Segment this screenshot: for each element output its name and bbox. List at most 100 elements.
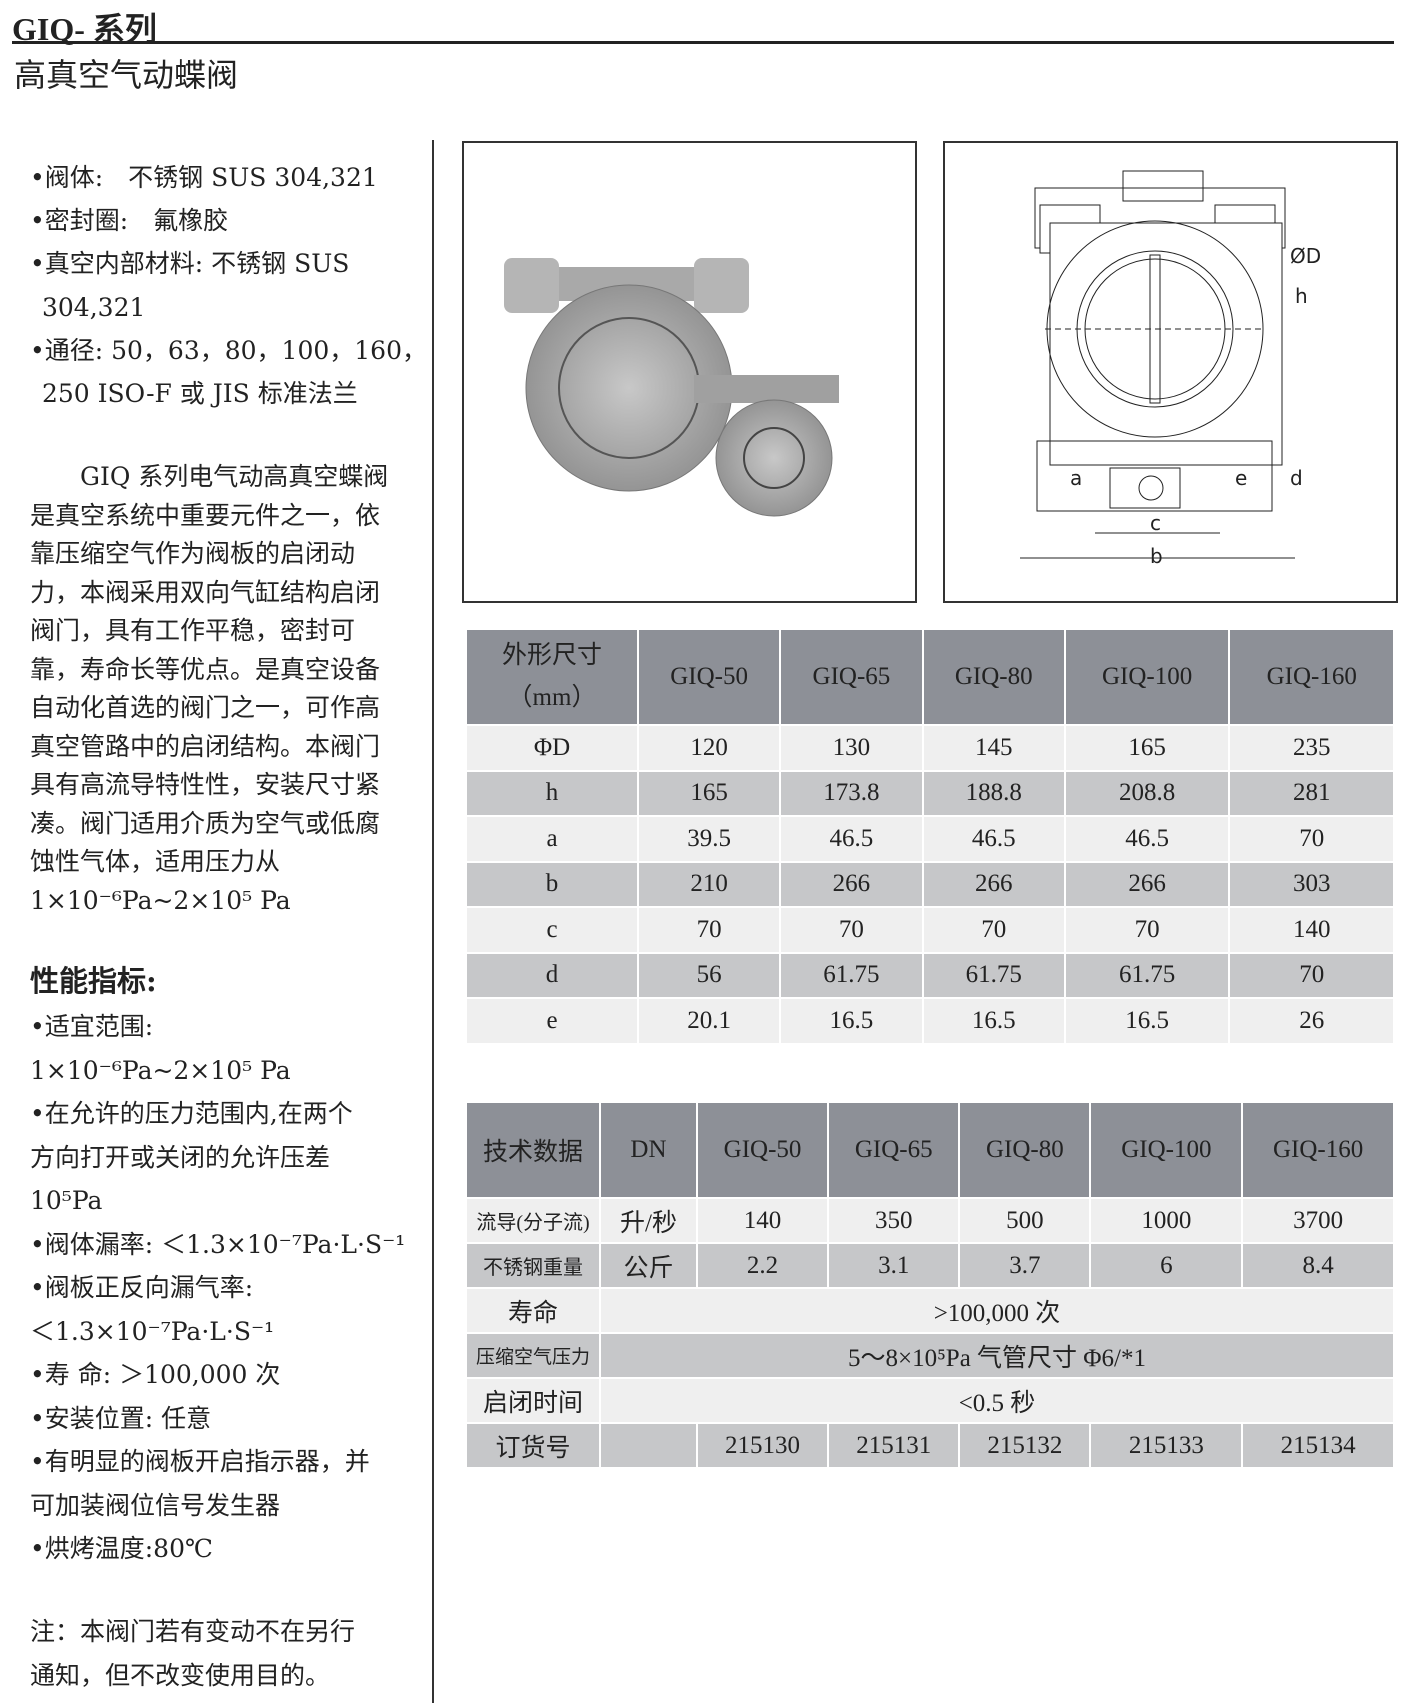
table-cell: 61.75 — [1063, 951, 1231, 999]
label-h: h — [1295, 284, 1308, 308]
product-photo — [462, 141, 917, 603]
table-cell: 281 — [1228, 769, 1395, 817]
table-cell: 5～8×10⁵Pa 气管尺寸 Φ6/*1 — [599, 1332, 1395, 1379]
performance-item: •阀体漏率: ＜1.3×10⁻⁷Pa·L·S⁻¹ — [30, 1229, 406, 1259]
table-cell: 61.75 — [921, 951, 1066, 999]
dimension-labels: ØD h a e d c b — [1070, 244, 1321, 568]
table-cell: 70 — [779, 906, 924, 954]
table-cell: 70 — [921, 906, 1066, 954]
table-row: 流导(分子流) 升/秒 140 350 500 1000 3700 — [465, 1197, 1395, 1244]
table-cell: d — [465, 951, 639, 999]
table-cell: >100,000 次 — [599, 1287, 1395, 1334]
table-cell: 165 — [1063, 724, 1231, 772]
table-cell: 16.5 — [921, 997, 1066, 1045]
model-header: GIQ-160 — [1228, 628, 1395, 726]
performance-item: ＜1.3×10⁻⁷Pa·L·S⁻¹ — [30, 1316, 275, 1346]
spec-line: •真空内部材料: 不锈钢 SUS — [30, 249, 350, 278]
table-cell: 130 — [779, 724, 924, 772]
table-header-row: 外形尺寸 （mm） GIQ-50 GIQ-65 GIQ-80 GIQ-100 GIQ-160 — [465, 628, 1395, 726]
table-cell — [599, 1422, 698, 1469]
table-cell: 16.5 — [1063, 997, 1231, 1045]
model-header: GIQ-50 — [636, 628, 782, 726]
table-cell: 2.2 — [695, 1242, 830, 1289]
label-a: a — [1070, 466, 1082, 490]
table-cell: 8.4 — [1241, 1242, 1395, 1289]
table-row: 不锈钢重量 公斤 2.2 3.1 3.7 6 8.4 — [465, 1242, 1395, 1289]
table-row: h 165 173.8 188.8 208.8 281 — [465, 769, 1395, 817]
table-cell: 266 — [1063, 860, 1231, 908]
table-cell: 70 — [636, 906, 782, 954]
table-row: e 20.1 16.5 16.5 16.5 26 — [465, 997, 1395, 1045]
table-cell: 266 — [779, 860, 924, 908]
table-cell: 公斤 — [599, 1242, 698, 1289]
table-row: 寿命 >100,000 次 — [465, 1287, 1395, 1334]
header-cell: GIQ-100 — [1089, 1101, 1244, 1199]
label-b: b — [1150, 544, 1163, 568]
table-cell: 3700 — [1241, 1197, 1395, 1244]
order-number: 215134 — [1241, 1422, 1395, 1469]
page-title: 高真空气动蝶阀 — [14, 56, 239, 94]
performance-item: •适宜范围: — [30, 1012, 154, 1041]
performance-item: •烘烤温度:80℃ — [30, 1534, 213, 1563]
table-cell: 56 — [636, 951, 782, 999]
label-e: e — [1235, 466, 1247, 490]
table-cell: 启闭时间 — [465, 1377, 601, 1424]
table-cell: 350 — [827, 1197, 961, 1244]
spec-line: •密封圈: 氟橡胶 — [30, 206, 229, 235]
model-header: GIQ-80 — [921, 628, 1066, 726]
table-cell: e — [465, 997, 639, 1045]
table-cell: 210 — [636, 860, 782, 908]
header-cell: DN — [599, 1101, 698, 1199]
table-cell: 70 — [1228, 951, 1395, 999]
model-header: GIQ-100 — [1063, 628, 1231, 726]
performance-item: 1×10⁻⁶Pa~2×10⁵ Pa — [30, 1055, 291, 1085]
table-cell: 流导(分子流) — [465, 1197, 601, 1244]
spec-line: •通径: 50，63，80，100，160， — [30, 336, 427, 365]
table-cell: 120 — [636, 724, 782, 772]
header-cell: GIQ-50 — [695, 1101, 830, 1199]
performance-item: •阀板正反向漏气率: — [30, 1273, 254, 1302]
performance-heading: 性能指标: — [30, 964, 157, 998]
valve-photo-image — [504, 258, 839, 517]
performance-item: •寿 命: ＞100,000 次 — [30, 1360, 281, 1389]
spec-line: 304,321 — [42, 293, 146, 322]
header-cell: GIQ-160 — [1241, 1101, 1395, 1199]
table-cell: 3.1 — [827, 1242, 961, 1289]
order-number: 215130 — [695, 1422, 830, 1469]
table-cell: b — [465, 860, 639, 908]
table-cell: 70 — [1228, 815, 1395, 863]
table-cell: 145 — [921, 724, 1066, 772]
table-row: 压缩空气压力 5～8×10⁵Pa 气管尺寸 Φ6/*1 — [465, 1332, 1395, 1379]
table-cell: <0.5 秒 — [599, 1377, 1395, 1424]
table-cell: ΦD — [465, 724, 639, 772]
table-row: ΦD 120 130 145 165 235 — [465, 724, 1395, 772]
table-cell: c — [465, 906, 639, 954]
label-D: ØD — [1290, 244, 1321, 268]
table-cell: 压缩空气压力 — [465, 1332, 601, 1379]
order-number: 215133 — [1089, 1422, 1244, 1469]
header-cell: 技术数据 — [465, 1101, 601, 1199]
table-cell: 235 — [1228, 724, 1395, 772]
technical-data-table: 技术数据 DN GIQ-50 GIQ-65 GIQ-80 GIQ-100 GIQ-160 流导… — [465, 1101, 1395, 1469]
table-cell: 寿命 — [465, 1287, 601, 1334]
table-cell: 500 — [958, 1197, 1092, 1244]
table-cell: 140 — [695, 1197, 830, 1244]
table-cell: 208.8 — [1063, 769, 1231, 817]
model-header: GIQ-65 — [779, 628, 924, 726]
header-cell: GIQ-80 — [958, 1101, 1092, 1199]
header-cell: 外形尺寸 （mm） — [465, 628, 639, 726]
table-cell: 订货号 — [465, 1422, 601, 1469]
performance-item: •有明显的阀板开启指示器，并 — [30, 1447, 370, 1476]
column-divider — [432, 140, 434, 1703]
table-cell: 不锈钢重量 — [465, 1242, 601, 1289]
table-row: d 56 61.75 61.75 61.75 70 — [465, 951, 1395, 999]
table-row: c 70 70 70 70 140 — [465, 906, 1395, 954]
performance-item: 方向打开或关闭的允许压差 — [30, 1142, 331, 1172]
table-cell: 升/秒 — [599, 1197, 698, 1244]
table-cell: 165 — [636, 769, 782, 817]
table-cell: 1000 — [1089, 1197, 1244, 1244]
performance-item: •安装位置: 任意 — [30, 1403, 212, 1433]
header-rule — [12, 41, 1394, 44]
table-cell: 70 — [1063, 906, 1231, 954]
table-row: 启闭时间 <0.5 秒 — [465, 1377, 1395, 1424]
